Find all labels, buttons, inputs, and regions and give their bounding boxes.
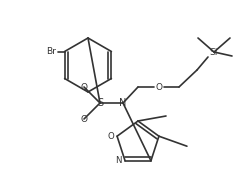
Text: O: O [81,114,87,124]
Text: S: S [97,98,103,108]
Text: N: N [115,156,121,165]
Text: Si: Si [210,48,218,57]
Text: Br: Br [46,47,55,56]
Text: O: O [108,132,114,141]
Text: O: O [155,83,163,91]
Text: O: O [81,83,87,91]
Text: N: N [119,98,127,108]
